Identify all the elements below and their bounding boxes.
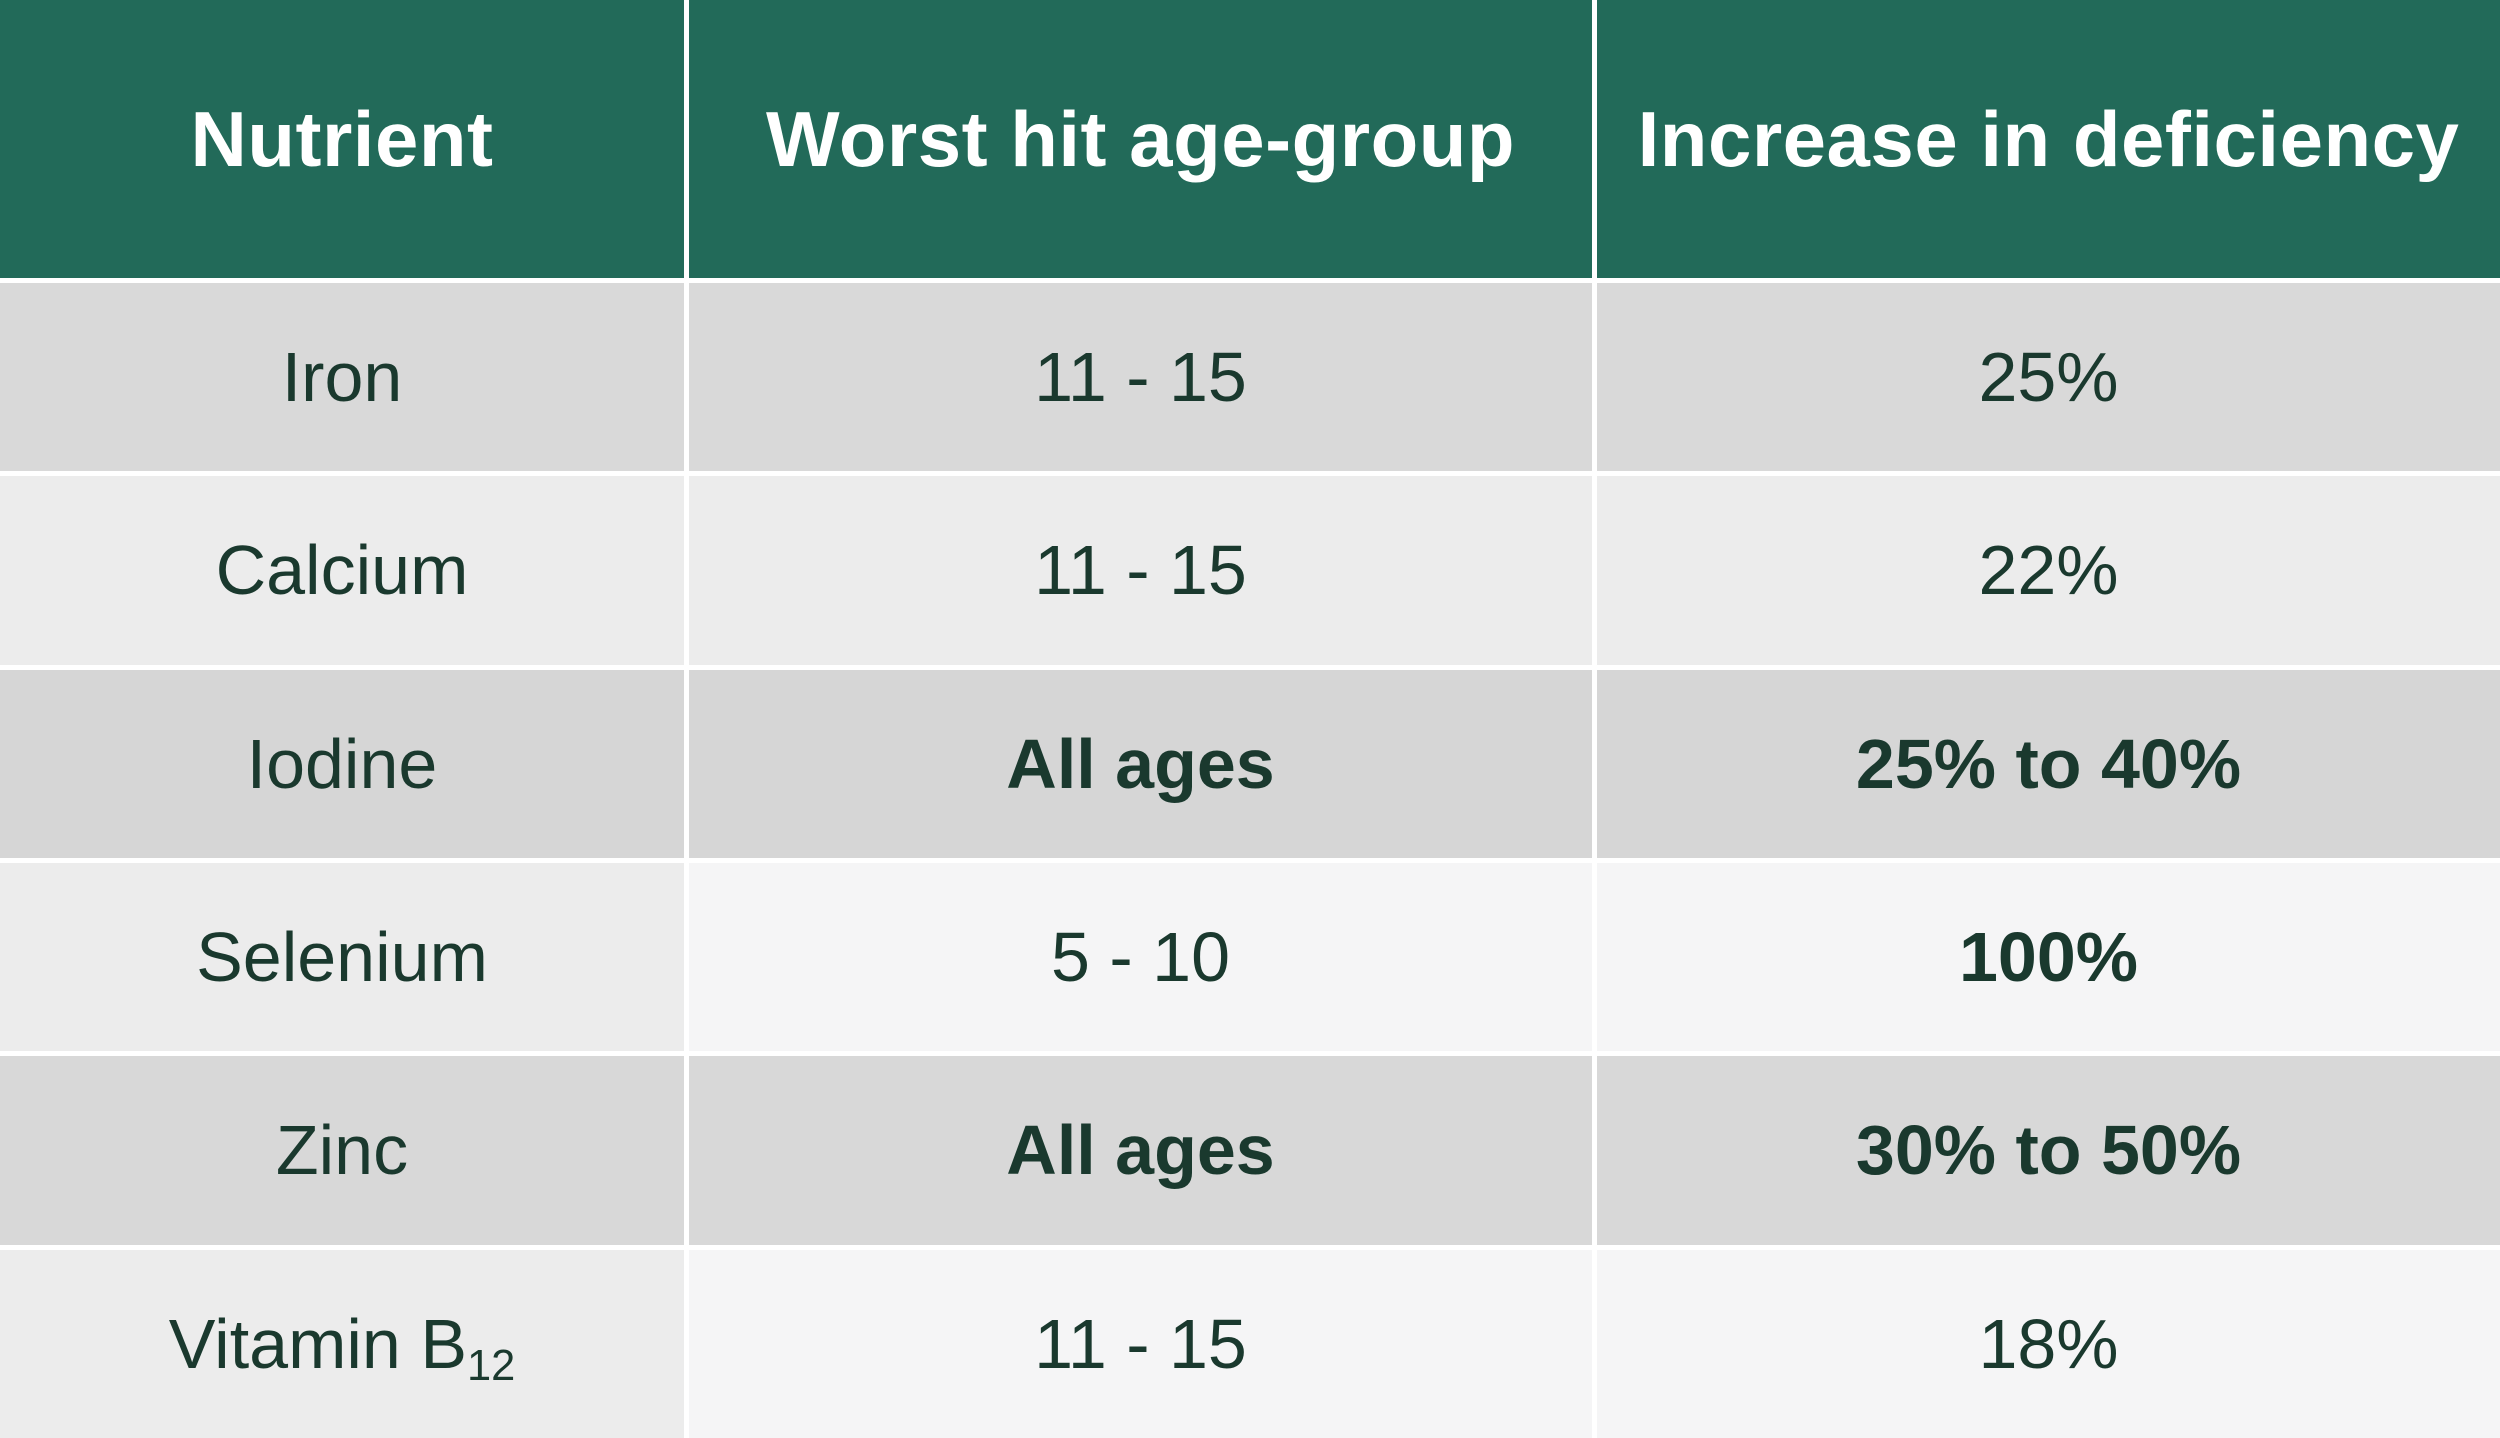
table-cell: 22% <box>1597 476 2500 665</box>
header-cell-nutrient: Nutrient <box>0 0 684 278</box>
table-cell: 11 - 15 <box>689 283 1592 472</box>
table-cell: 5 - 10 <box>689 862 1592 1052</box>
cell-text: All ages <box>1006 724 1275 803</box>
table-cell: Iodine <box>0 669 684 858</box>
cell-text: Calcium <box>215 531 469 610</box>
cell-text: 11 - 15 <box>1034 338 1247 417</box>
subscript-12: 12 <box>467 1341 516 1390</box>
header-label: Worst hit age-group <box>765 94 1515 183</box>
cell-text: 25% to 40% <box>1855 724 2242 803</box>
table-cell: Zinc <box>0 1056 684 1245</box>
cell-text: 18% <box>1978 1304 2119 1383</box>
cell-text: Vitamin B12 <box>168 1304 516 1388</box>
header-cell-deficiency: Increase in deficiency <box>1597 0 2500 278</box>
cell-text: Selenium <box>196 918 488 997</box>
cell-text: 22% <box>1978 531 2119 610</box>
cell-text-main: Vitamin B <box>168 1304 468 1383</box>
header-label: Nutrient <box>190 94 494 183</box>
table-cell: Vitamin B12 <box>0 1249 684 1438</box>
table-cell: All ages <box>689 669 1592 858</box>
header-cell-age-group: Worst hit age-group <box>689 0 1592 278</box>
header-label: Increase in deficiency <box>1637 94 2460 183</box>
cell-text: Iron <box>281 338 403 417</box>
table-cell: 25% to 40% <box>1597 669 2500 858</box>
table-cell: Calcium <box>0 476 684 665</box>
cell-text: All ages <box>1006 1111 1275 1190</box>
table-cell: All ages <box>689 1056 1592 1245</box>
table-cell: 11 - 15 <box>689 476 1592 665</box>
table-cell: 18% <box>1597 1249 2500 1438</box>
cell-text: Zinc <box>275 1111 409 1190</box>
cell-text: 5 - 10 <box>1051 918 1230 997</box>
table-cell: 11 - 15 <box>689 1249 1592 1438</box>
cell-text: 30% to 50% <box>1855 1111 2242 1190</box>
table-cell: Iron <box>0 283 684 472</box>
cell-text: 11 - 15 <box>1034 1304 1247 1383</box>
cell-text: 100% <box>1958 918 2139 997</box>
table-cell: 30% to 50% <box>1597 1056 2500 1245</box>
cell-text: 25% <box>1978 338 2119 417</box>
cell-text: 11 - 15 <box>1034 531 1247 610</box>
cell-text: Iodine <box>246 724 438 803</box>
table-cell: 100% <box>1597 862 2500 1052</box>
table-cell: Selenium <box>0 862 684 1052</box>
table-cell: 25% <box>1597 283 2500 472</box>
